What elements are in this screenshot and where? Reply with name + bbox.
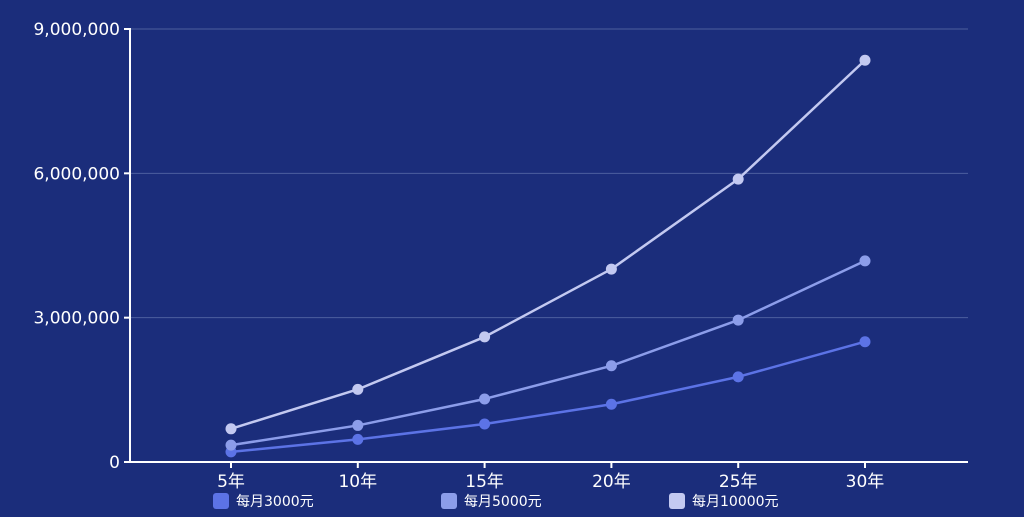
data-point[interactable] xyxy=(732,173,744,185)
data-point[interactable] xyxy=(859,255,871,267)
series-line xyxy=(230,340,866,454)
legend: 每月3000元 每月5000元 每月10000元 xyxy=(213,493,779,510)
x-tick-label: 5年 xyxy=(217,472,245,492)
y-tick-label: 6,000,000 xyxy=(33,164,120,184)
data-point[interactable] xyxy=(732,314,744,326)
legend-swatch xyxy=(213,493,229,509)
legend-swatch xyxy=(669,493,685,509)
legend-item[interactable]: 每月5000元 xyxy=(441,493,542,510)
series-3 xyxy=(225,54,871,435)
data-point[interactable] xyxy=(352,383,364,395)
data-point[interactable] xyxy=(605,398,617,410)
data-point[interactable] xyxy=(479,331,491,343)
series-1 xyxy=(225,336,871,458)
legend-label: 每月3000元 xyxy=(236,494,314,510)
y-tick-label: 0 xyxy=(109,453,120,473)
data-point[interactable] xyxy=(605,263,617,275)
legend-label: 每月5000元 xyxy=(464,494,542,510)
x-tick-label: 30年 xyxy=(846,472,885,492)
series-2 xyxy=(225,255,871,451)
x-tick-label: 20年 xyxy=(592,472,631,492)
x-tick-label: 15年 xyxy=(465,472,504,492)
data-point[interactable] xyxy=(352,419,364,431)
data-point[interactable] xyxy=(859,54,871,66)
data-point[interactable] xyxy=(859,336,871,348)
data-point[interactable] xyxy=(352,433,364,445)
y-tick-label: 3,000,000 xyxy=(33,309,120,329)
data-point[interactable] xyxy=(605,360,617,372)
series-line xyxy=(230,59,866,430)
data-point[interactable] xyxy=(479,393,491,405)
legend-label: 每月10000元 xyxy=(692,494,779,510)
axis-layer: 0 3,000,000 6,000,000 9,000,000 5年 10年 15年 20年 2… xyxy=(33,20,968,492)
legend-item[interactable]: 每月3000元 xyxy=(213,493,314,510)
x-tick-label: 10年 xyxy=(338,472,377,492)
data-point[interactable] xyxy=(225,423,237,435)
series-layer xyxy=(225,54,871,458)
x-tick-label: 25年 xyxy=(719,472,758,492)
legend-swatch xyxy=(441,493,457,509)
data-point[interactable] xyxy=(225,439,237,451)
data-point[interactable] xyxy=(732,371,744,383)
data-point[interactable] xyxy=(479,418,491,430)
grid-layer xyxy=(130,28,968,319)
legend-item[interactable]: 每月10000元 xyxy=(669,493,779,510)
series-line xyxy=(230,259,866,447)
y-tick-label: 9,000,000 xyxy=(33,20,120,40)
